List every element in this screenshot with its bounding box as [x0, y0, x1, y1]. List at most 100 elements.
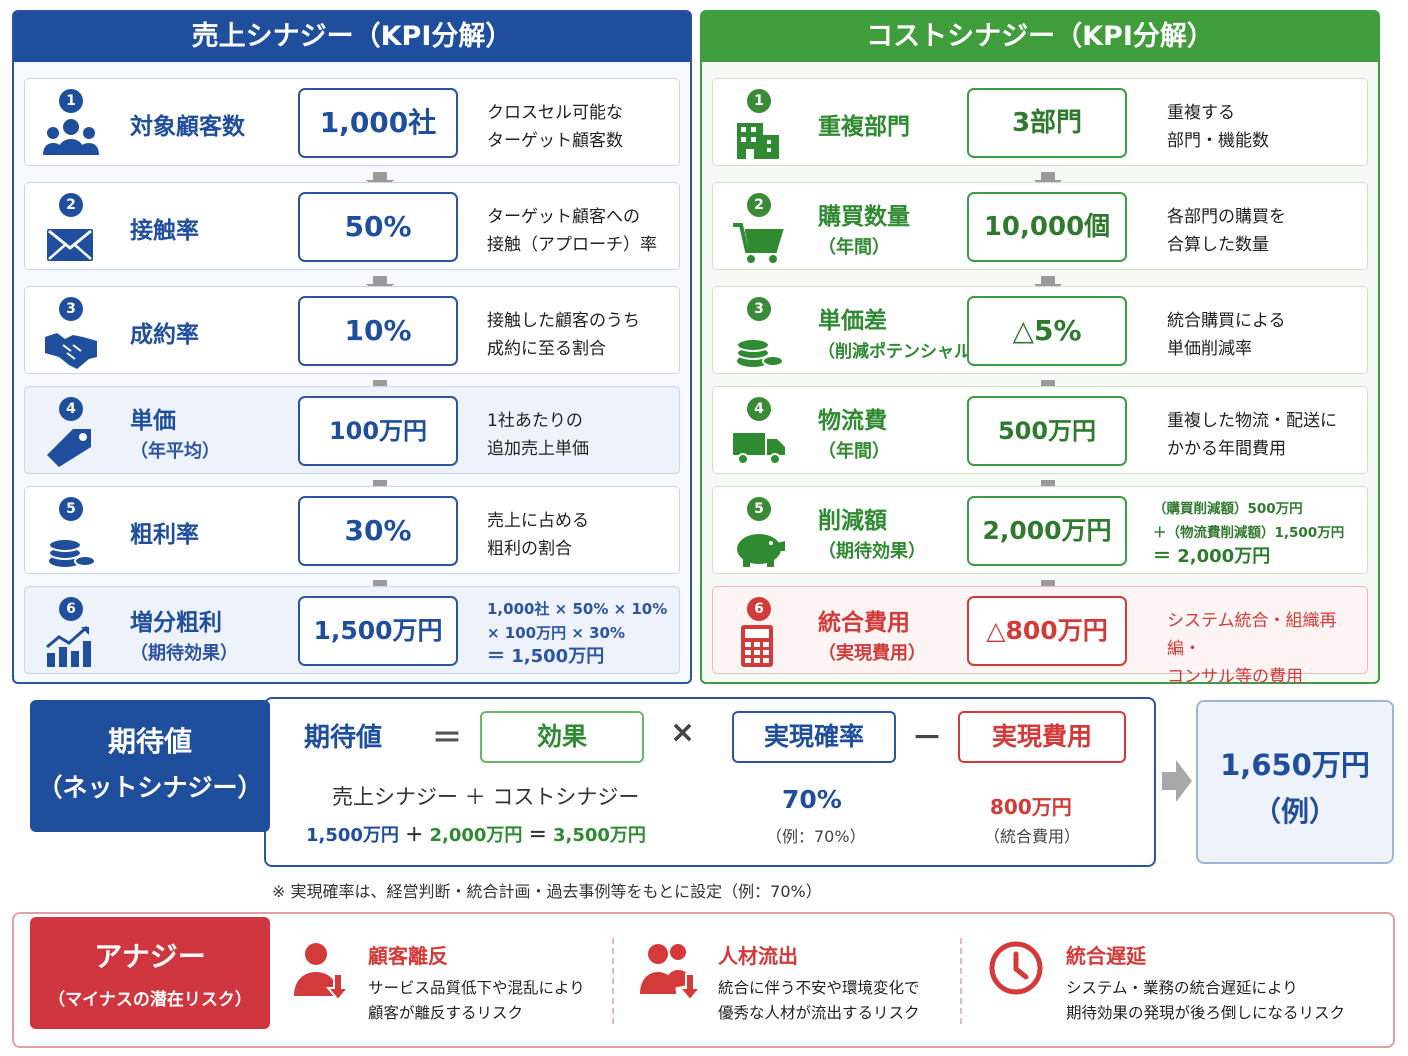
- step-number: 3: [59, 297, 83, 321]
- cost-pill: 実現費用: [958, 711, 1126, 763]
- kpi-description: システム統合・組織再編・ コンサル等の費用: [1167, 611, 1337, 687]
- kpi-description: 接触した顧客のうち 成約に至る割合: [487, 311, 640, 359]
- risk-integration-delay: 統合遅延 システム・業務の統合遅延により 期待効果の発現が後ろ倒しになるリスク: [988, 940, 1388, 1030]
- step-number: 1: [747, 89, 771, 113]
- coins-icon: [48, 538, 96, 567]
- kpi-description: 重複する 部門・機能数: [1167, 103, 1269, 151]
- kpi-label: 接触率: [130, 218, 199, 244]
- clock-icon: [989, 941, 1043, 995]
- result-note: （例）: [1252, 795, 1337, 828]
- kpi-description: 統合購買による 単価削減率: [1167, 311, 1286, 359]
- kpi-value: 10%: [298, 296, 458, 366]
- cost-synergy-panel: コストシナジー（KPI分解） 1 重複部門 3部門 重複する 部門・機能数 2 購…: [700, 10, 1380, 687]
- kpi-sublabel: （年平均）: [130, 441, 220, 462]
- kpi-label: 対象顧客数: [130, 114, 245, 140]
- anergy-tag: アナジー （マイナスの潜在リスク）: [30, 917, 270, 1029]
- kpi-value: 50%: [298, 192, 458, 262]
- kpi-label: 統合費用: [818, 610, 910, 636]
- cost-row-purchase-volume: 2 購買数量 （年間） 10,000個 各部門の購買を 合算した数量: [712, 182, 1368, 270]
- expected-value-tag: 期待値 （ネットシナジー）: [30, 700, 270, 832]
- building-icon: [737, 123, 779, 159]
- kpi-description: ターゲット顧客への 接触（アプローチ）率: [487, 207, 657, 255]
- cost-value: 800万円: [990, 795, 1072, 819]
- kpi-value: 100万円: [298, 396, 458, 466]
- risk-description: システム・業務の統合遅延により 期待効果の発現が後ろ倒しになるリスク: [1066, 979, 1346, 1022]
- step-number: 5: [59, 497, 83, 521]
- divider: [612, 938, 614, 1024]
- kpi-value: △800万円: [967, 596, 1127, 666]
- effect-pill: 効果: [480, 711, 644, 763]
- kpi-description: クロスセル可能な ターゲット顧客数: [487, 103, 623, 151]
- equals-sign: ＝: [432, 721, 462, 756]
- risk-description: サービス品質低下や混乱により 顧客が離反するリスク: [368, 979, 585, 1022]
- customer-loss-icon: [294, 943, 351, 1002]
- cost-note: （統合費用）: [984, 827, 1081, 846]
- formula-lhs: 期待値: [304, 723, 383, 753]
- cost-row-logistics: 4 物流費 （年間） 500万円 重複した物流・配送に かかる年間費用: [712, 386, 1368, 474]
- step-number: 2: [747, 193, 771, 217]
- growth-chart-icon: [46, 625, 91, 667]
- kpi-sublabel: （年間）: [818, 441, 890, 462]
- synergy-sum-equation: 1,500万円 ＋ 2,000万円 ＝ 3,500万円: [306, 825, 646, 846]
- kpi-sublabel: （削減ポテンシャル）: [818, 342, 988, 362]
- kpi-description: 各部門の購買を 合算した数量: [1167, 207, 1286, 255]
- cost-row-duplicate-departments: 1 重複部門 3部門 重複する 部門・機能数: [712, 78, 1368, 166]
- sales-row-target-customers: 1 対象顧客数 1,000社 クロスセル可能な ターゲット顧客数: [24, 78, 680, 166]
- kpi-label: 購買数量: [818, 204, 910, 230]
- minus-sign: －: [912, 721, 942, 756]
- probability-pill: 実現確率: [732, 711, 896, 763]
- kpi-value: 2,000万円: [967, 496, 1127, 566]
- kpi-formula: （購買削減額）500万円 ＋（物流費削減額）1,500万円＝ 2,000万円: [1153, 501, 1345, 567]
- kpi-value: 500万円: [967, 396, 1127, 466]
- result-value: 1,650万円: [1220, 748, 1370, 782]
- kpi-label: 重複部門: [818, 114, 910, 140]
- kpi-label: 粗利率: [130, 522, 199, 548]
- kpi-value: △5%: [967, 296, 1127, 366]
- truck-icon: [733, 433, 785, 465]
- step-number: 5: [747, 497, 771, 521]
- kpi-value: 30%: [298, 496, 458, 566]
- sales-row-gross-margin: 5 粗利率 30% 売上に占める 粗利の割合: [24, 486, 680, 574]
- risk-talent-loss: 人材流出 統合に伴う不安や環境変化で 優秀な人材が流出するリスク: [640, 940, 960, 1030]
- sales-panel-title: 売上シナジー（KPI分解）: [14, 12, 690, 62]
- probability-note: （例：70%）: [766, 827, 866, 846]
- customers-icon: [43, 119, 99, 155]
- price-tag-icon: [47, 429, 91, 467]
- risk-title: 統合遅延: [1066, 944, 1146, 968]
- kpi-sublabel: （期待効果）: [818, 541, 926, 562]
- kpi-label: 削減額: [818, 508, 887, 534]
- kpi-value: 10,000個: [967, 192, 1127, 262]
- step-number: 6: [59, 597, 83, 621]
- divider: [960, 938, 962, 1024]
- kpi-formula: 1,000社 × 50% × 10% × 100万円 × 30% ＝ 1,500万円: [487, 600, 668, 667]
- kpi-label: 単価: [130, 408, 176, 434]
- cost-row-savings: 5 削減額 （期待効果） 2,000万円 （購買削減額）500万円 ＋（物流費削減…: [712, 486, 1368, 574]
- kpi-label: 成約率: [130, 322, 199, 348]
- kpi-value: 1,500万円: [298, 596, 458, 666]
- step-number: 2: [59, 193, 83, 217]
- step-number: 4: [747, 397, 771, 421]
- result-arrow-icon: [1162, 760, 1192, 802]
- kpi-label: 増分粗利: [130, 610, 222, 636]
- kpi-sublabel: （実現費用）: [818, 643, 926, 664]
- sales-row-contact-rate: 2 接触率 50% ターゲット顧客への 接触（アプローチ）率: [24, 182, 680, 270]
- piggy-bank-icon: [737, 534, 785, 567]
- talent-loss-icon: [640, 942, 702, 1002]
- sales-row-close-rate: 3 成約率 10% 接触した顧客のうち 成約に至る割合: [24, 286, 680, 374]
- kpi-description: 売上に占める 粗利の割合: [487, 511, 589, 559]
- sales-row-unit-price: 4 単価 （年平均） 100万円 1社あたりの 追加売上単価: [24, 386, 680, 474]
- probability-value: 70%: [782, 785, 842, 814]
- kpi-label: 単価差: [818, 308, 887, 334]
- handshake-icon: [45, 333, 97, 369]
- kpi-label: 物流費: [818, 408, 887, 434]
- cost-row-price-difference: 3 単価差 （削減ポテンシャル） △5% 統合購買による 単価削減率: [712, 286, 1368, 374]
- step-number: 3: [747, 297, 771, 321]
- step-number: 6: [747, 597, 771, 621]
- kpi-value: 3部門: [967, 88, 1127, 158]
- kpi-sublabel: （年間）: [818, 237, 890, 258]
- expected-value-formula-box: 期待値 ＝ 効果 × 実現確率 － 実現費用 売上シナジー ＋ コストシナジー …: [264, 697, 1156, 867]
- synergy-sum-label: 売上シナジー ＋ コストシナジー: [332, 785, 640, 809]
- risk-title: 人材流出: [718, 944, 798, 968]
- expected-result-box: 1,650万円 （例）: [1196, 700, 1394, 864]
- kpi-description: 1社あたりの 追加売上単価: [487, 411, 589, 459]
